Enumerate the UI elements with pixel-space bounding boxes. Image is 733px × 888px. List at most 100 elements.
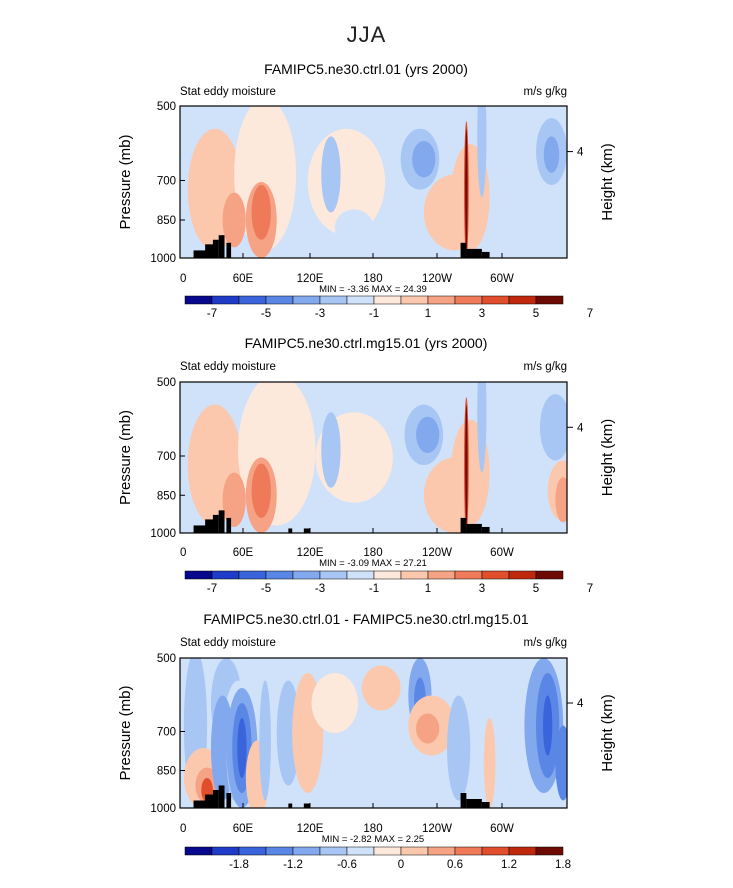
- colorbar-swatch: [346, 846, 375, 856]
- chart-panel-3: FAMIPC5.ne30.ctrl.01 - FAMIPC5.ne30.ctrl…: [117, 611, 616, 871]
- contour-region: [483, 718, 496, 808]
- topography-mask: [303, 528, 310, 533]
- colorbar-label: -3: [315, 308, 325, 320]
- colorbar-swatch: [292, 295, 321, 305]
- y2-tick-label: 4: [577, 698, 584, 710]
- colorbar-label: -7: [207, 583, 217, 595]
- colorbar-swatch: [211, 570, 240, 580]
- colorbar-swatch: [400, 570, 429, 580]
- colorbar-swatch: [454, 570, 483, 580]
- y2-axis-title: Height (km): [599, 143, 616, 221]
- colorbar-swatch: [184, 570, 213, 580]
- y-tick-label: 700: [157, 451, 176, 463]
- chart-left-label: Stat eddy moisture: [180, 86, 276, 98]
- colorbar-swatch: [481, 295, 510, 305]
- colorbar-label: 5: [533, 583, 539, 595]
- contour-region: [251, 185, 271, 240]
- colorbar: -1.8 -1.2 -0.6 0 0.6 1.2 1.8: [184, 846, 571, 871]
- colorbar-swatch: [319, 846, 348, 856]
- x-tick-label: 60W: [490, 823, 514, 835]
- topography-mask: [460, 793, 467, 808]
- x-tick-label: 60W: [490, 547, 514, 559]
- chart-units-label: m/s g/kg: [524, 637, 567, 649]
- page-title: JJA: [346, 22, 387, 47]
- x-tick-label: 180: [363, 823, 382, 835]
- topography-mask: [218, 785, 225, 808]
- topography-mask: [481, 802, 490, 808]
- topography-mask: [212, 239, 219, 258]
- colorbar-swatch: [373, 570, 402, 580]
- contour-region: [477, 106, 487, 198]
- contour-region: [416, 416, 440, 453]
- contour-region: [251, 463, 271, 518]
- x-tick-label: 0: [180, 547, 186, 559]
- x-tick-label: 120W: [422, 823, 452, 835]
- topography-mask: [205, 244, 215, 258]
- colorbar-swatch: [373, 295, 402, 305]
- contour-fill: [180, 382, 567, 533]
- y2-axis-title: Height (km): [599, 419, 616, 497]
- colorbar-swatch: [508, 846, 537, 856]
- y2-axis-title: Height (km): [599, 694, 616, 772]
- chart-panel-2: FAMIPC5.ne30.ctrl.mg15.01 (yrs 2000) Stat…: [117, 335, 616, 595]
- contour-region: [416, 713, 440, 744]
- y2-tick-label: 4: [577, 422, 584, 434]
- colorbar-swatch: [427, 846, 456, 856]
- y-axis-title: Pressure (mb): [117, 410, 134, 505]
- x-tick-label: 0: [180, 273, 186, 285]
- chart-title: FAMIPC5.ne30.ctrl.01 (yrs 2000): [264, 61, 468, 77]
- contour-region: [447, 695, 471, 801]
- topography-mask: [466, 799, 482, 808]
- chart-units-label: m/s g/kg: [524, 361, 567, 373]
- colorbar-swatch: [238, 295, 267, 305]
- topography-mask: [193, 525, 213, 533]
- topography-mask: [481, 251, 490, 258]
- contour-region: [543, 695, 553, 756]
- topography-mask: [218, 510, 225, 533]
- topography-mask: [460, 242, 467, 258]
- x-tick-label: 60W: [490, 273, 514, 285]
- contour-region: [361, 665, 401, 711]
- contour-fill: [180, 658, 567, 808]
- colorbar-swatch: [427, 295, 456, 305]
- colorbar-label: 1: [425, 583, 431, 595]
- contour-fill: [180, 106, 567, 258]
- colorbar-label: -5: [261, 308, 271, 320]
- colorbar-swatch: [265, 570, 294, 580]
- y2-tick-label: 4: [577, 147, 584, 159]
- x-tick-label: 60E: [233, 547, 254, 559]
- y-tick-label: 850: [157, 766, 176, 778]
- colorbar-swatch: [211, 846, 240, 856]
- chart-stats: MIN = -3.36 MAX = 24.39: [319, 284, 427, 295]
- contour-region: [412, 140, 436, 178]
- colorbar-swatch: [346, 570, 375, 580]
- contour-region: [555, 477, 567, 523]
- chart-stats: MIN = -3.09 MAX = 27.21: [319, 558, 427, 569]
- contour-region: [465, 128, 468, 251]
- colorbar-swatch: [184, 846, 213, 856]
- colorbar-label: 7: [587, 583, 593, 595]
- topography-mask: [212, 790, 219, 808]
- colorbar-swatch: [400, 846, 429, 856]
- contour-region: [477, 382, 487, 473]
- colorbar-swatch: [319, 570, 348, 580]
- colorbar-label: 3: [479, 308, 485, 320]
- chart-left-label: Stat eddy moisture: [180, 361, 276, 373]
- topography-mask: [205, 519, 215, 533]
- colorbar-swatch: [508, 295, 537, 305]
- colorbar-label: 7: [587, 308, 593, 320]
- colorbar-swatch: [184, 295, 213, 305]
- x-tick-label: 120E: [297, 273, 324, 285]
- y-tick-label: 700: [157, 727, 176, 739]
- colorbar-swatch: [265, 846, 294, 856]
- topography-mask: [212, 514, 219, 533]
- contour-region: [222, 192, 246, 248]
- y-axis-title: Pressure (mb): [117, 134, 134, 229]
- chart-stats: MIN = -2.82 MAX = 2.25: [322, 834, 424, 845]
- colorbar-label: 1.2: [501, 859, 517, 871]
- colorbar-label: -1: [369, 583, 379, 595]
- x-tick-label: 180: [363, 547, 382, 559]
- topography-mask: [218, 235, 225, 258]
- colorbar-label: -1.2: [283, 859, 303, 871]
- colorbar-swatch: [265, 295, 294, 305]
